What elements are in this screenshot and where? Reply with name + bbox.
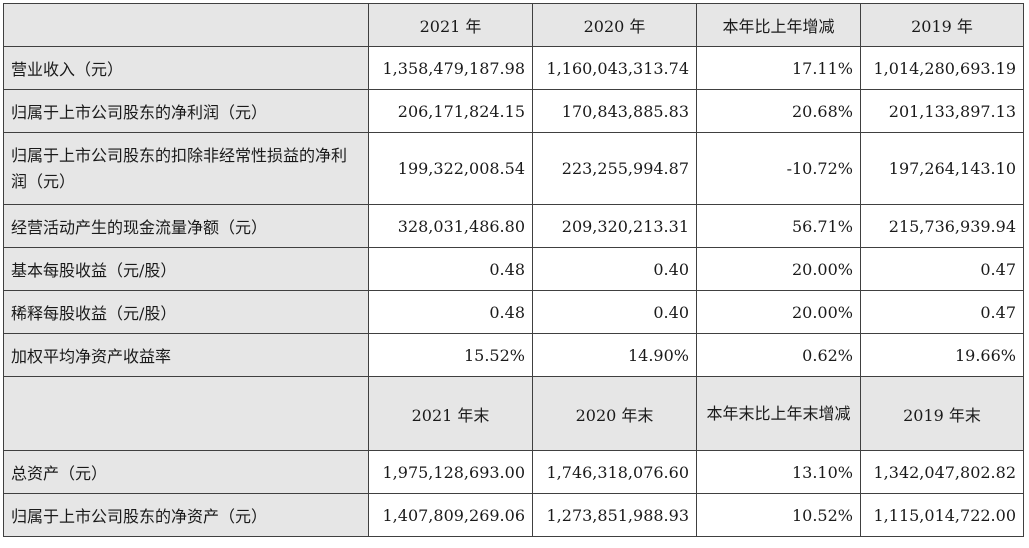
value-cell: 0.62% (696, 333, 861, 377)
header-row-year-end: 2021 年末 2020 年末 本年末比上年末增减 2019 年末 (3, 376, 1024, 451)
value-cell: 199,322,008.54 (368, 132, 533, 205)
value-cell: 0.48 (368, 290, 533, 334)
row-label: 归属于上市公司股东的扣除非经常性损益的净利润（元） (3, 132, 369, 205)
value-cell: 56.71% (696, 204, 861, 248)
value-cell: 201,133,897.13 (860, 89, 1024, 133)
header-cell: 本年末比上年末增减 (696, 376, 861, 451)
table-row: 归属于上市公司股东的净资产（元） 1,407,809,269.06 1,273,… (3, 493, 1024, 537)
value-cell: 13.10% (696, 450, 861, 494)
value-cell: 0.47 (860, 290, 1024, 334)
row-label: 总资产（元） (3, 450, 369, 494)
value-cell: 170,843,885.83 (532, 89, 697, 133)
header-cell: 2019 年 (860, 3, 1024, 47)
table-row: 总资产（元） 1,975,128,693.00 1,746,318,076.60… (3, 450, 1024, 494)
value-cell: 0.40 (532, 247, 697, 291)
table-row: 基本每股收益（元/股） 0.48 0.40 20.00% 0.47 (3, 247, 1024, 291)
value-cell: 1,746,318,076.60 (532, 450, 697, 494)
row-label: 营业收入（元） (3, 46, 369, 90)
table-row: 营业收入（元） 1,358,479,187.98 1,160,043,313.7… (3, 46, 1024, 90)
value-cell: 15.52% (368, 333, 533, 377)
header-cell: 2019 年末 (860, 376, 1024, 451)
table-row: 稀释每股收益（元/股） 0.48 0.40 20.00% 0.47 (3, 290, 1024, 334)
header-cell: 2021 年 (368, 3, 533, 47)
header-cell: 2020 年 (532, 3, 697, 47)
row-label: 基本每股收益（元/股） (3, 247, 369, 291)
table-row: 归属于上市公司股东的扣除非经常性损益的净利润（元） 199,322,008.54… (3, 132, 1024, 205)
value-cell: 17.11% (696, 46, 861, 90)
value-cell: 209,320,213.31 (532, 204, 697, 248)
table-row: 加权平均净资产收益率 15.52% 14.90% 0.62% 19.66% (3, 333, 1024, 377)
row-label: 稀释每股收益（元/股） (3, 290, 369, 334)
row-label: 加权平均净资产收益率 (3, 333, 369, 377)
value-cell: 20.00% (696, 290, 861, 334)
value-cell: 328,031,486.80 (368, 204, 533, 248)
value-cell: 197,264,143.10 (860, 132, 1024, 205)
row-label: 经营活动产生的现金流量净额（元） (3, 204, 369, 248)
value-cell: 1,014,280,693.19 (860, 46, 1024, 90)
header-cell: 2020 年末 (532, 376, 697, 451)
value-cell: 1,273,851,988.93 (532, 493, 697, 537)
header-cell (3, 376, 369, 451)
header-cell: 2021 年末 (368, 376, 533, 451)
header-cell: 本年比上年增减 (696, 3, 861, 47)
value-cell: 14.90% (532, 333, 697, 377)
table-row: 归属于上市公司股东的净利润（元） 206,171,824.15 170,843,… (3, 89, 1024, 133)
value-cell: 20.68% (696, 89, 861, 133)
value-cell: 1,407,809,269.06 (368, 493, 533, 537)
value-cell: 19.66% (860, 333, 1024, 377)
value-cell: 215,736,939.94 (860, 204, 1024, 248)
value-cell: 1,160,043,313.74 (532, 46, 697, 90)
value-cell: 1,115,014,722.00 (860, 493, 1024, 537)
value-cell: 1,342,047,802.82 (860, 450, 1024, 494)
header-cell (3, 3, 369, 47)
value-cell: 1,975,128,693.00 (368, 450, 533, 494)
row-label: 归属于上市公司股东的净资产（元） (3, 493, 369, 537)
financial-summary-table: 2021 年 2020 年 本年比上年增减 2019 年 营业收入（元） 1,3… (3, 3, 1024, 537)
value-cell: 1,358,479,187.98 (368, 46, 533, 90)
value-cell: 0.48 (368, 247, 533, 291)
row-label: 归属于上市公司股东的净利润（元） (3, 89, 369, 133)
header-row-annual: 2021 年 2020 年 本年比上年增减 2019 年 (3, 3, 1024, 47)
value-cell: -10.72% (696, 132, 861, 205)
value-cell: 0.40 (532, 290, 697, 334)
value-cell: 10.52% (696, 493, 861, 537)
table-row: 经营活动产生的现金流量净额（元） 328,031,486.80 209,320,… (3, 204, 1024, 248)
value-cell: 206,171,824.15 (368, 89, 533, 133)
value-cell: 20.00% (696, 247, 861, 291)
value-cell: 223,255,994.87 (532, 132, 697, 205)
value-cell: 0.47 (860, 247, 1024, 291)
